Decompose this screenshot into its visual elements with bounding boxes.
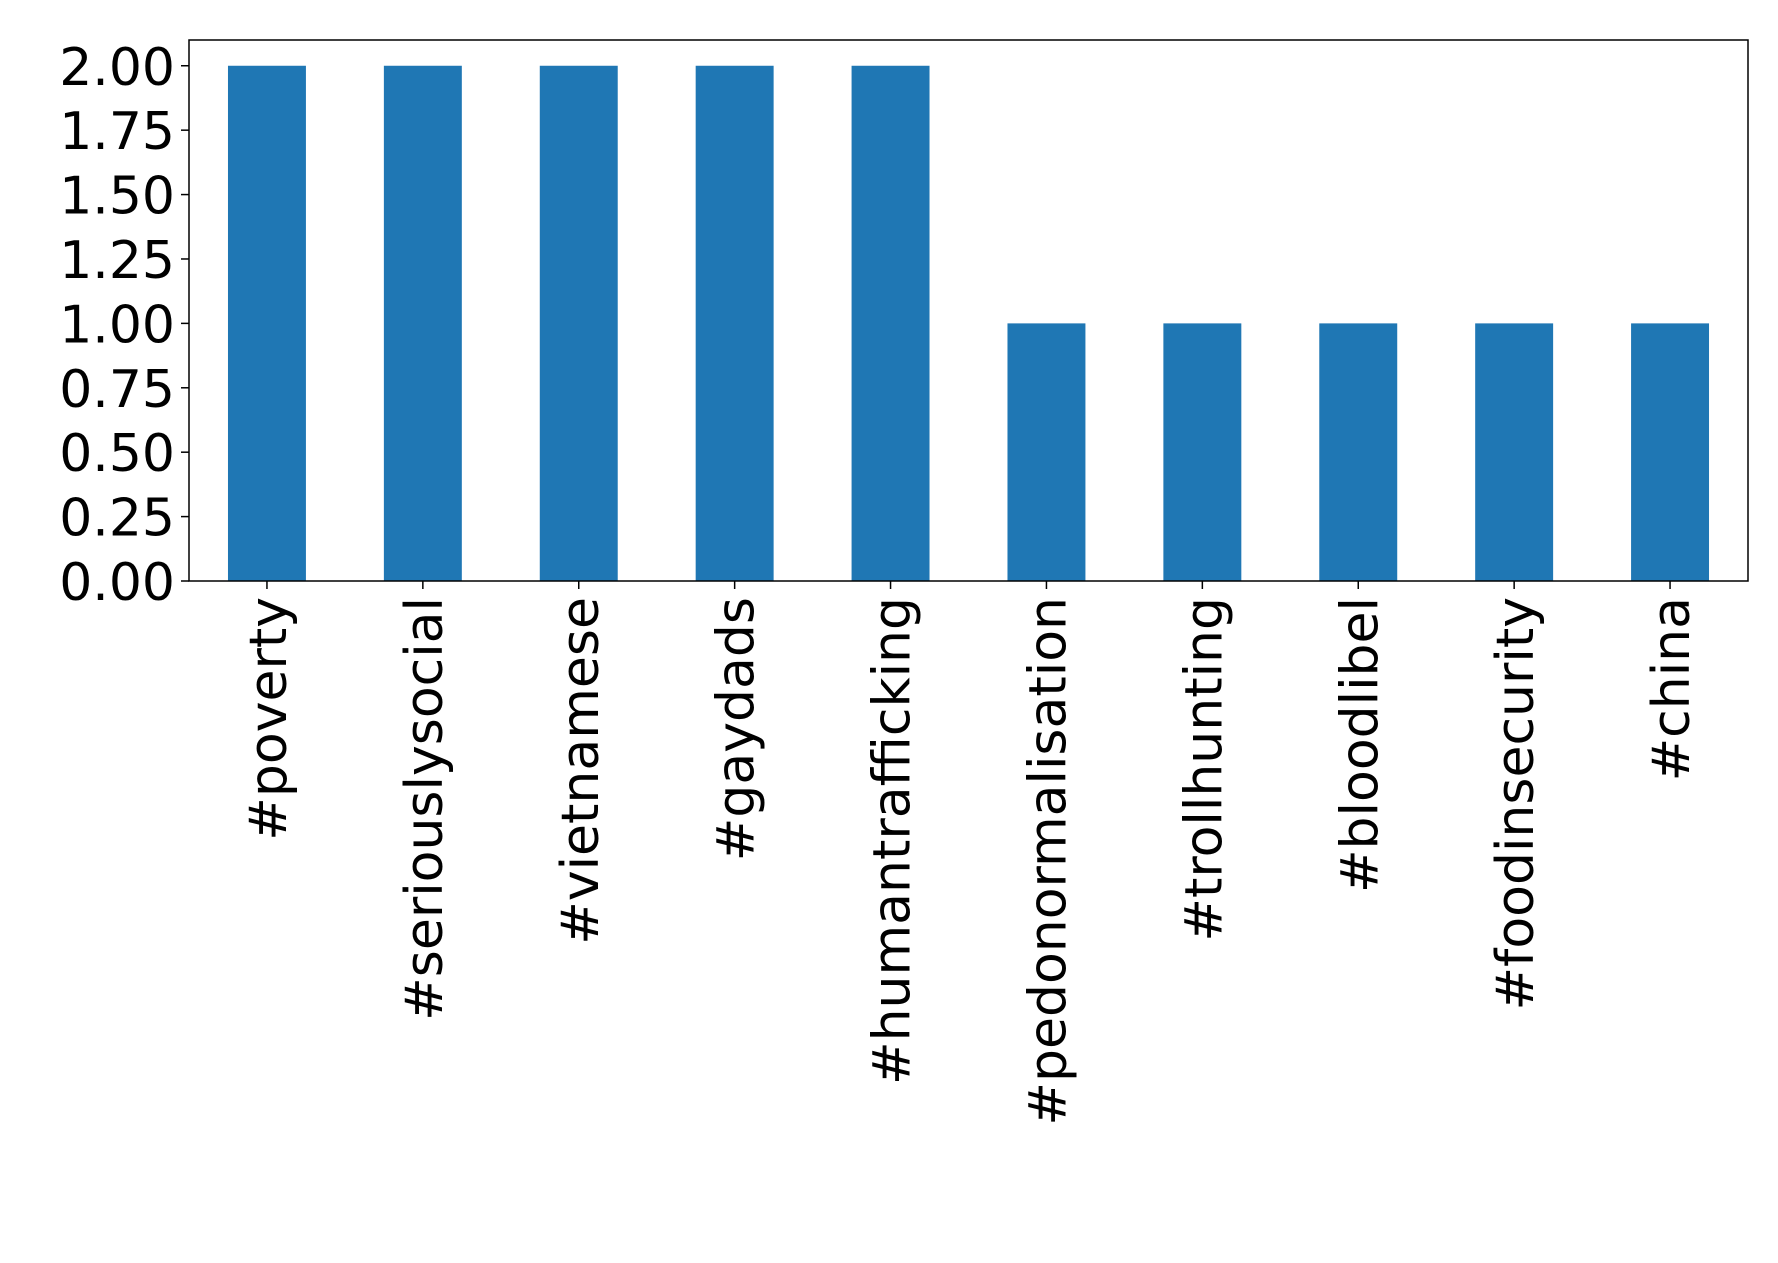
x-tick-label: #vietnamese [551,597,611,945]
y-tick-label: 1.50 [59,167,175,227]
y-tick-label: 0.75 [59,360,175,420]
y-tick-label: 1.75 [59,102,175,162]
bar [1319,323,1398,581]
bar [539,65,618,581]
y-tick-label: 0.00 [59,553,175,613]
x-tick-label: #gaydads [707,597,767,861]
bar [695,65,774,581]
y-tick-label: 0.25 [59,489,175,549]
y-tick-label: 0.50 [59,424,175,484]
x-tick-label: #poverty [239,597,299,841]
x-tick-label: #pedonormalisation [1018,597,1078,1126]
bar [851,65,930,581]
plot-frame [188,39,1749,582]
x-tick-label: #bloodlibel [1330,597,1390,893]
bar [383,65,462,581]
bar [1475,323,1554,581]
x-tick-label: #china [1642,597,1702,781]
x-tick-label: #humantrafficking [863,597,923,1085]
bar [1631,323,1710,581]
x-tick-label: #seriouslysocial [395,597,455,1021]
y-tick-label: 1.00 [59,295,175,355]
bar [227,65,306,581]
x-tick-label: #foodinsecurity [1486,597,1546,1011]
y-tick-label: 1.25 [59,231,175,291]
y-tick-label: 2.00 [59,38,175,98]
x-tick-label: #trollhunting [1174,597,1234,942]
bar [1163,323,1242,581]
bar [1007,323,1086,581]
